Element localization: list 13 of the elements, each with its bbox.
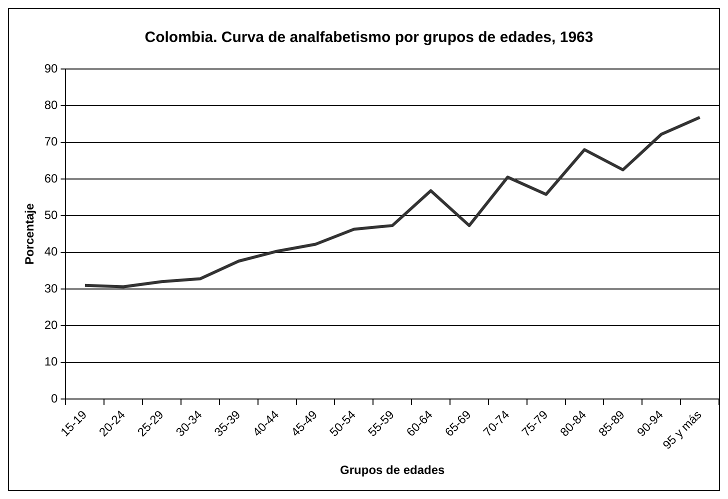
chart-title: Colombia. Curva de analfabetismo por grupos de edades, 1963 (144, 29, 594, 46)
y-tick-label: 0 (51, 391, 58, 406)
y-tick-label: 80 (44, 98, 58, 112)
y-tick-label: 50 (44, 208, 58, 222)
y-tick-label: 60 (44, 171, 58, 186)
x-axis-title: Grupos de edades (340, 463, 446, 478)
y-tick-label: 40 (44, 244, 58, 259)
y-tick-label: 20 (44, 318, 58, 332)
y-tick-label: 90 (44, 61, 58, 76)
y-axis-title: Porcentaje (22, 202, 37, 265)
y-tick-label: 30 (44, 281, 58, 296)
y-tick-label: 10 (44, 354, 58, 369)
y-tick-label: 70 (44, 134, 58, 149)
